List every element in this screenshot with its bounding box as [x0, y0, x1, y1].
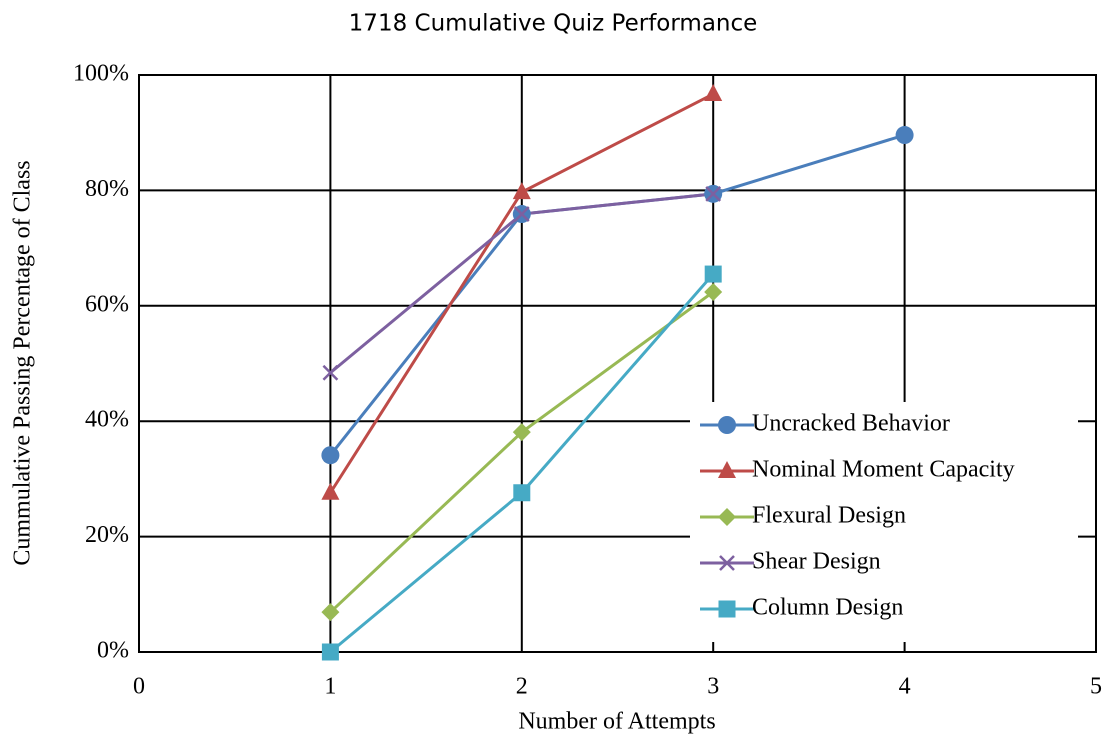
marker — [321, 603, 340, 622]
x-tick-label: 5 — [1090, 674, 1102, 700]
legend-label: Uncracked Behavior — [752, 411, 950, 437]
x-tick-label: 3 — [707, 674, 719, 700]
legend-label: Flexural Design — [752, 503, 906, 529]
marker — [512, 182, 531, 200]
marker — [719, 555, 735, 571]
marker — [513, 484, 531, 502]
legend-label: Column Design — [752, 595, 903, 621]
marker — [322, 364, 339, 381]
y-tick-label: 80% — [85, 176, 129, 202]
marker — [704, 282, 723, 301]
y-tick-label: 100% — [73, 61, 129, 87]
x-tick-label: 4 — [899, 674, 911, 700]
marker — [718, 416, 736, 434]
legend-box — [690, 402, 1078, 642]
chart-title: 1718 Cumulative Quiz Performance — [349, 11, 758, 37]
y-tick-label: 20% — [85, 522, 129, 548]
legend-label: Nominal Moment Capacity — [752, 457, 1015, 483]
marker — [321, 482, 340, 500]
plot-frame — [138, 74, 1097, 653]
marker — [321, 446, 340, 465]
legend: Uncracked Behavior Nominal Moment Capacit… — [690, 402, 1078, 642]
x-tick-label: 1 — [324, 674, 336, 700]
y-axis-label: Cummulative Passing Percentage of Class — [10, 160, 36, 565]
marker — [513, 206, 530, 222]
legend-label: Shear Design — [752, 549, 881, 575]
marker — [704, 84, 723, 102]
marker — [512, 423, 531, 442]
marker — [705, 185, 722, 202]
marker — [718, 461, 736, 478]
x-tick-label: 2 — [516, 674, 528, 700]
x-tick-label: 0 — [133, 674, 145, 700]
marker — [704, 265, 722, 283]
marker — [718, 600, 736, 618]
y-tick-label: 40% — [85, 407, 129, 433]
marker — [718, 508, 736, 526]
marker — [895, 126, 914, 145]
y-tick-label: 60% — [85, 291, 129, 317]
x-axis-label: Number of Attempts — [518, 709, 715, 735]
y-tick-label: 0% — [97, 638, 129, 664]
marker — [321, 643, 339, 661]
